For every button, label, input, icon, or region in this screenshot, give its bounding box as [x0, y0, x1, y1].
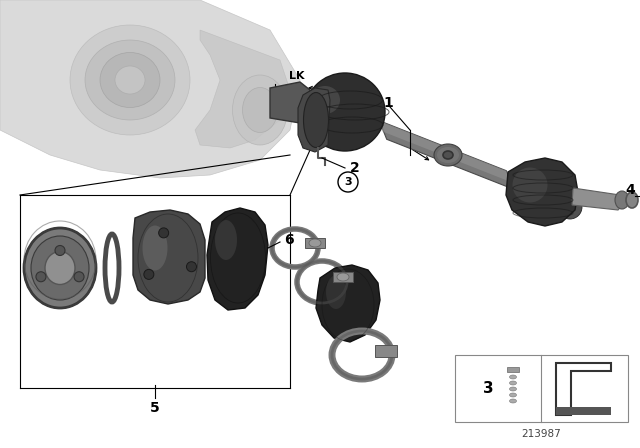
Ellipse shape [143, 225, 168, 271]
Ellipse shape [309, 239, 321, 247]
Ellipse shape [509, 387, 516, 391]
Text: 213987: 213987 [521, 429, 561, 439]
Polygon shape [556, 407, 611, 415]
Ellipse shape [85, 40, 175, 120]
Circle shape [338, 172, 358, 192]
Ellipse shape [528, 183, 564, 211]
Ellipse shape [437, 147, 459, 163]
Ellipse shape [513, 168, 547, 202]
Ellipse shape [31, 236, 89, 300]
Ellipse shape [45, 251, 75, 284]
Text: 3: 3 [483, 380, 493, 396]
Circle shape [186, 262, 196, 272]
Circle shape [159, 228, 169, 238]
Text: LK: LK [289, 71, 305, 81]
Ellipse shape [509, 375, 516, 379]
Ellipse shape [115, 66, 145, 94]
Ellipse shape [243, 87, 278, 133]
Text: 3: 3 [344, 177, 352, 187]
Text: 1: 1 [383, 96, 393, 110]
Ellipse shape [232, 75, 287, 145]
Ellipse shape [509, 393, 516, 397]
Text: 2: 2 [350, 161, 360, 175]
Polygon shape [207, 208, 268, 310]
Ellipse shape [626, 192, 638, 208]
Ellipse shape [509, 399, 516, 403]
Ellipse shape [24, 228, 96, 308]
Bar [305, 238, 325, 248]
Polygon shape [380, 121, 509, 181]
Text: 4: 4 [625, 183, 635, 197]
Ellipse shape [544, 189, 574, 215]
Circle shape [144, 269, 154, 280]
Bar [507, 367, 519, 372]
Ellipse shape [509, 381, 516, 385]
Ellipse shape [337, 273, 349, 281]
Ellipse shape [434, 144, 462, 166]
Ellipse shape [100, 52, 160, 108]
Circle shape [55, 246, 65, 255]
Ellipse shape [510, 177, 550, 207]
Ellipse shape [215, 220, 237, 260]
Polygon shape [133, 210, 205, 304]
Polygon shape [270, 82, 310, 123]
Text: 6: 6 [284, 233, 294, 247]
Ellipse shape [326, 275, 346, 309]
Ellipse shape [443, 151, 453, 159]
Bar [375, 345, 397, 357]
Circle shape [74, 272, 84, 282]
Ellipse shape [615, 191, 629, 209]
Bar [333, 272, 353, 282]
Circle shape [36, 272, 46, 282]
Polygon shape [0, 0, 300, 178]
Polygon shape [298, 88, 330, 152]
Ellipse shape [305, 73, 385, 151]
Text: 5: 5 [150, 401, 160, 415]
Polygon shape [572, 188, 625, 210]
Ellipse shape [558, 195, 582, 219]
Ellipse shape [303, 92, 328, 147]
Polygon shape [195, 30, 290, 148]
Polygon shape [380, 121, 514, 190]
Polygon shape [506, 158, 578, 226]
Ellipse shape [70, 25, 190, 135]
Ellipse shape [310, 86, 340, 114]
Bar [455, 355, 628, 422]
Polygon shape [316, 265, 380, 342]
